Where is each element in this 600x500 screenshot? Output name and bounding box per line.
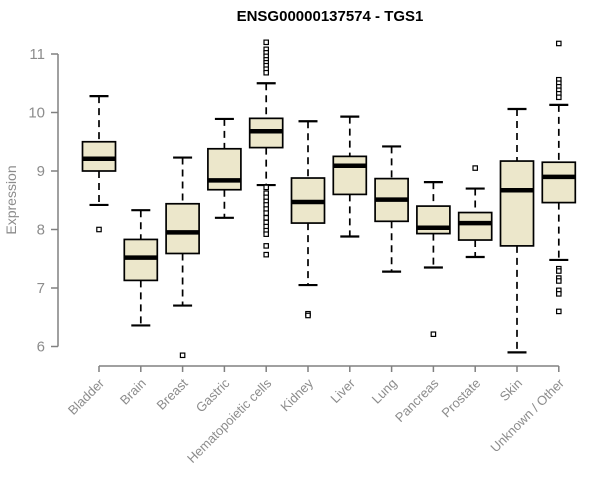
iqr-box [207, 147, 242, 191]
box-prostate [457, 165, 493, 259]
box-pancreas [416, 181, 451, 338]
x-tick-label: Kidney [277, 375, 316, 414]
outlier-point [263, 251, 270, 258]
outlier-point [263, 231, 270, 237]
iqr-box [457, 211, 493, 241]
x-tick-label: Breast [154, 375, 191, 412]
box-kidney [290, 120, 326, 319]
iqr-box [332, 155, 368, 196]
y-tick-label: 6 [37, 339, 45, 356]
box-breast [165, 156, 200, 359]
iqr-box [499, 160, 535, 247]
box-skin [499, 107, 535, 354]
y-tick-label: 11 [29, 46, 45, 63]
y-tick-label: 7 [37, 280, 45, 297]
box-unknown-other [541, 40, 577, 315]
y-tick-label: 9 [37, 163, 45, 180]
box-brain [123, 209, 159, 327]
outlier-point [555, 268, 562, 274]
iqr-box [165, 202, 200, 255]
box-lung [374, 145, 409, 273]
outlier-point [430, 331, 437, 338]
outlier-point [263, 39, 270, 46]
box-liver [332, 115, 368, 238]
box-bladder [81, 95, 117, 233]
outlier-point [472, 165, 479, 171]
outlier-point [263, 184, 270, 191]
box-gastric [207, 117, 242, 219]
y-axis-label: Expression [3, 165, 19, 234]
x-tick-label: Brain [117, 376, 149, 408]
x-tick-label: Prostate [438, 376, 483, 421]
outlier-point [555, 291, 562, 297]
y-tick-label: 10 [28, 105, 45, 122]
outlier-point [555, 94, 562, 101]
x-tick-label: Lung [369, 376, 400, 407]
y-axis: 6 7 8 9 10 11 [28, 46, 59, 356]
iqr-box [541, 161, 577, 204]
outlier-point [263, 210, 270, 216]
iqr-box [81, 140, 117, 172]
outlier-point [96, 226, 102, 233]
outlier-point [263, 243, 270, 249]
chart-title: ENSG00000137574 - TGS1 [236, 8, 424, 25]
outlier-point [179, 352, 186, 359]
y-tick-label: 8 [37, 222, 45, 239]
iqr-box [123, 238, 159, 282]
outlier-point [555, 40, 562, 47]
outlier-point [263, 215, 270, 221]
x-tick-label: Unknown / Other [487, 375, 567, 455]
outlier-point [263, 69, 270, 76]
outlier-point [555, 278, 562, 284]
x-tick-label: Pancreas [392, 375, 442, 425]
x-tick-label: Skin [497, 376, 525, 404]
x-tick-label: Bladder [65, 375, 108, 418]
outlier-point [305, 312, 311, 319]
x-tick-label: Liver [327, 375, 358, 406]
x-tick-label: Gastric [193, 375, 233, 415]
outlier-point [555, 308, 562, 315]
box-hematopoietic-cells [248, 39, 284, 258]
